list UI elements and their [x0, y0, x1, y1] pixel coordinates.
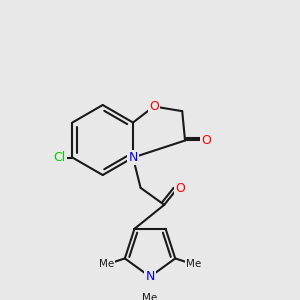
Text: N: N	[128, 151, 138, 164]
Text: O: O	[201, 134, 211, 147]
Text: Me: Me	[142, 292, 158, 300]
Text: O: O	[149, 100, 159, 113]
Text: O: O	[176, 182, 185, 195]
Text: Me: Me	[99, 259, 114, 269]
Text: N: N	[146, 270, 155, 283]
Text: Me: Me	[186, 259, 201, 269]
Text: Cl: Cl	[53, 151, 65, 164]
